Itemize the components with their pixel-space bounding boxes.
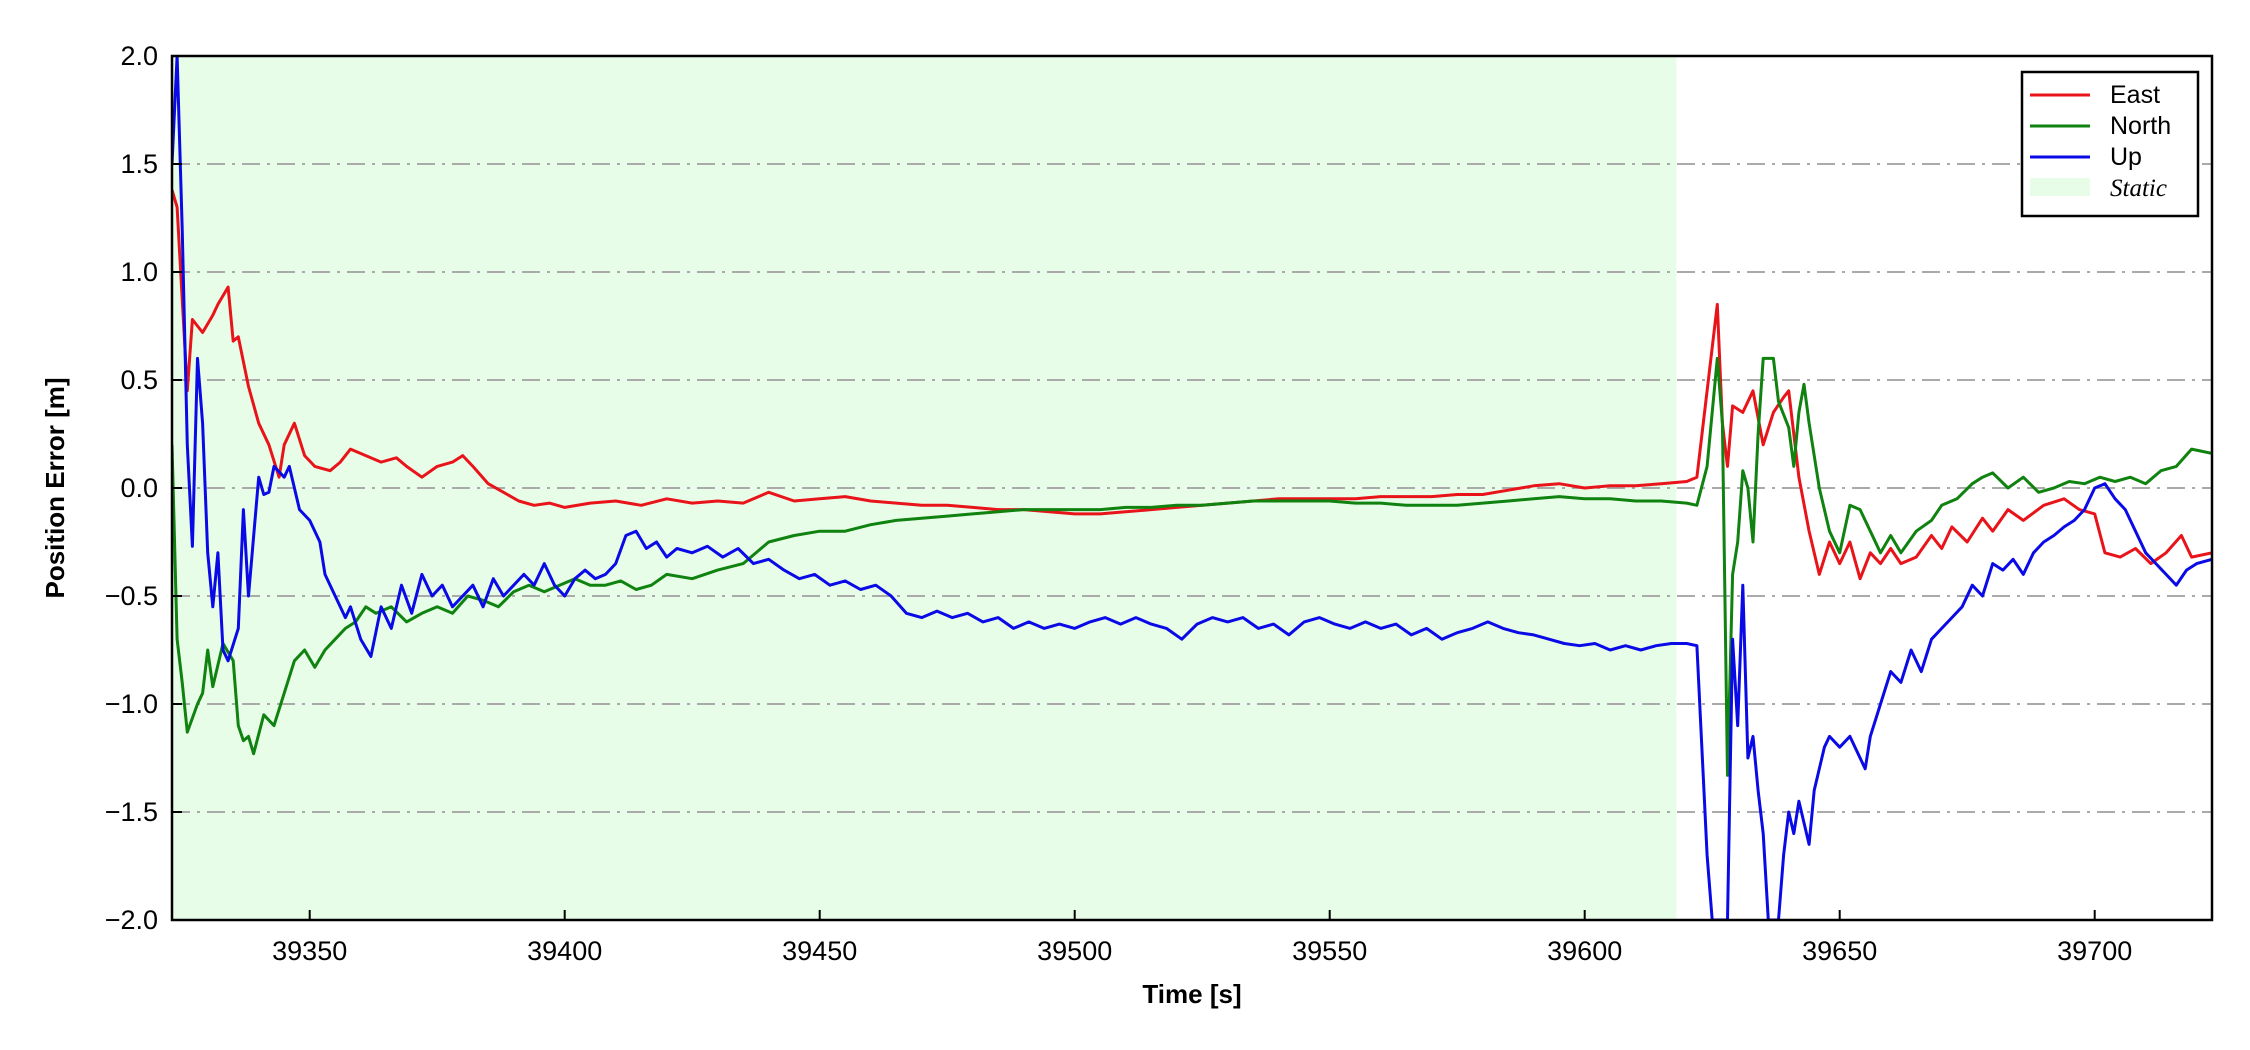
series-layer: [172, 56, 2212, 920]
axis-ticks: −2.0 −1.5 −1.0 −0.5 0.0 0.5 1.0 1.5 2.0 39350 3940…: [105, 41, 2133, 966]
x-tick-label: 39600: [1547, 936, 1622, 966]
y-tick-label: −1.0: [105, 689, 158, 719]
series-line-north: [172, 356, 2212, 777]
y-tick-label: 2.0: [120, 41, 158, 71]
y-tick-label: −1.5: [105, 797, 158, 827]
x-tick-label: 39400: [527, 936, 602, 966]
x-tick-label: 39550: [1292, 936, 1367, 966]
x-tick-label: 39650: [1802, 936, 1877, 966]
x-axis-title: Time [s]: [1142, 979, 1241, 1009]
legend-up-label: Up: [2110, 143, 2142, 171]
y-tick-label: 1.0: [120, 257, 158, 287]
grid-lines: [172, 163, 2212, 813]
x-tick-label: 39500: [1037, 936, 1112, 966]
x-tick-label: 39350: [272, 936, 347, 966]
x-tick-label: 39700: [2057, 936, 2132, 966]
y-axis-title: Position Error [m]: [40, 377, 70, 598]
y-tick-label: −0.5: [105, 581, 158, 611]
legend-static-swatch: [2030, 178, 2090, 196]
series-line-up: [172, 56, 2212, 920]
y-tick-label: −2.0: [105, 905, 158, 935]
legend-static-label: Static: [2110, 175, 2167, 202]
y-tick-label: 0.5: [120, 365, 158, 395]
legend: East North Up Static: [2020, 70, 2200, 218]
y-tick-label: 0.0: [120, 473, 158, 503]
legend-east-label: East: [2110, 81, 2160, 109]
legend-north-label: North: [2110, 112, 2171, 140]
y-tick-label: 1.5: [120, 149, 158, 179]
x-tick-label: 39450: [782, 936, 857, 966]
